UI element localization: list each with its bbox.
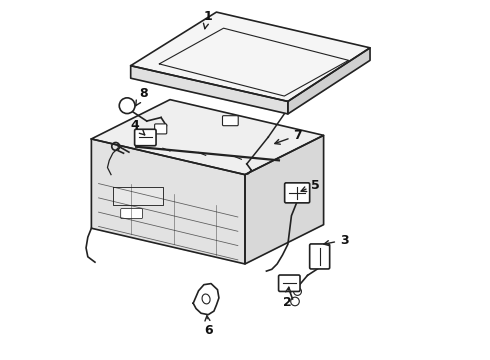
Polygon shape [113,187,163,205]
Polygon shape [193,284,219,315]
FancyBboxPatch shape [155,124,167,134]
FancyBboxPatch shape [285,183,310,203]
FancyBboxPatch shape [310,244,330,269]
Polygon shape [92,139,245,264]
Polygon shape [92,100,323,175]
Text: 7: 7 [275,129,302,144]
Text: 1: 1 [203,10,212,29]
FancyBboxPatch shape [222,116,238,126]
FancyBboxPatch shape [121,208,143,219]
Polygon shape [131,12,370,102]
Text: 5: 5 [301,179,320,192]
Polygon shape [245,135,323,264]
Text: 4: 4 [131,119,145,135]
Polygon shape [131,66,288,114]
Text: 6: 6 [204,316,213,337]
Text: 3: 3 [324,234,348,247]
Text: 2: 2 [283,287,292,309]
Text: 8: 8 [136,87,147,106]
FancyBboxPatch shape [279,275,300,292]
Polygon shape [288,48,370,114]
FancyBboxPatch shape [135,129,156,146]
